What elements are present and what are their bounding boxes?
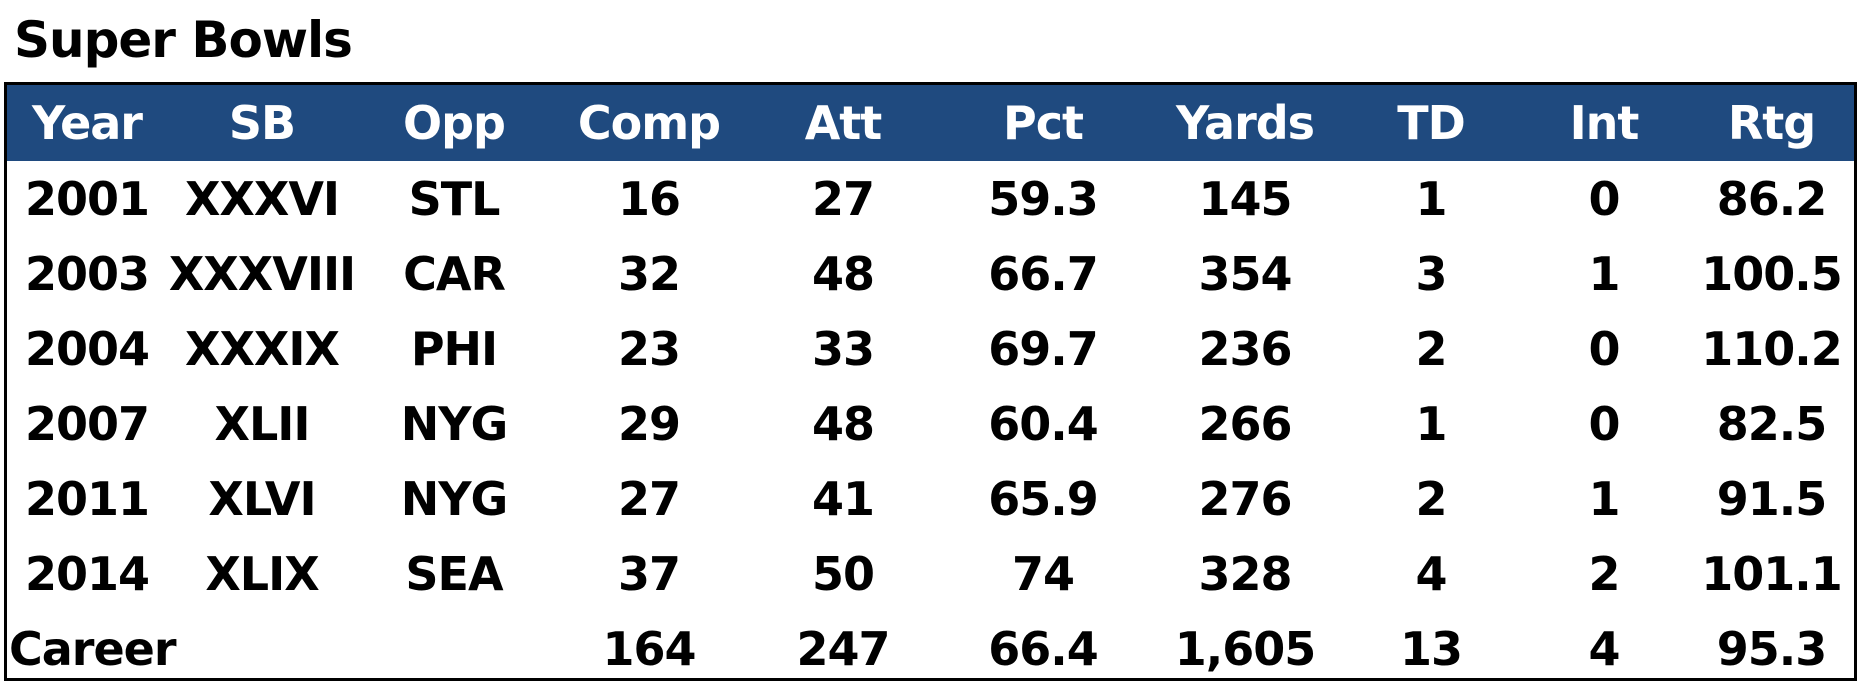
- cell-year: 2004: [24, 321, 150, 376]
- cell-sb: XLIX: [205, 546, 319, 601]
- cell-int: 2: [1588, 546, 1620, 601]
- cell-int: 0: [1588, 396, 1620, 451]
- career-yards: 1,605: [1174, 621, 1317, 676]
- column-header-td: TD: [1397, 96, 1466, 150]
- column-header-opp: Opp: [403, 96, 506, 150]
- column-header-rtg: Rtg: [1727, 96, 1816, 150]
- career-td: 13: [1399, 621, 1463, 676]
- career-comp: 164: [602, 621, 696, 676]
- cell-opp: CAR: [403, 246, 506, 301]
- career-row: Career 164 247 66.4 1,605 13 4 95.3: [7, 611, 1854, 678]
- career-rtg: 95.3: [1716, 621, 1828, 676]
- cell-yards: 266: [1198, 396, 1292, 451]
- cell-year: 2014: [24, 546, 150, 601]
- cell-sb: XXXVI: [184, 171, 340, 226]
- cell-int: 1: [1588, 246, 1620, 301]
- cell-int: 1: [1588, 471, 1620, 526]
- cell-sb: XXXVIII: [168, 246, 356, 301]
- cell-rtg: 110.2: [1701, 321, 1843, 376]
- cell-opp: NYG: [400, 396, 509, 451]
- cell-comp: 29: [617, 396, 681, 451]
- cell-td: 2: [1415, 321, 1447, 376]
- cell-sb: XLVI: [208, 471, 316, 526]
- cell-opp: PHI: [410, 321, 498, 376]
- column-header-att: Att: [804, 96, 883, 150]
- cell-yards: 145: [1198, 171, 1292, 226]
- cell-yards: 328: [1198, 546, 1292, 601]
- cell-opp: SEA: [405, 546, 503, 601]
- cell-opp: NYG: [400, 471, 509, 526]
- cell-yards: 354: [1198, 246, 1292, 301]
- table-row: 2014 XLIX SEA 37 50 74 328 4 2 101.1: [7, 536, 1854, 611]
- cell-att: 50: [811, 546, 875, 601]
- cell-rtg: 101.1: [1701, 546, 1843, 601]
- page-title: Super Bowls: [14, 11, 353, 69]
- cell-yards: 276: [1198, 471, 1292, 526]
- super-bowls-table: Year SB Opp Comp Att Pct Yards TD Int Rt…: [7, 85, 1854, 678]
- cell-pct: 60.4: [988, 396, 1099, 451]
- cell-year: 2007: [24, 396, 150, 451]
- career-pct: 66.4: [988, 621, 1099, 676]
- cell-td: 1: [1415, 396, 1447, 451]
- cell-opp: STL: [408, 171, 501, 226]
- cell-int: 0: [1588, 321, 1620, 376]
- cell-pct: 74: [1011, 546, 1075, 601]
- cell-comp: 27: [617, 471, 681, 526]
- cell-comp: 23: [617, 321, 681, 376]
- cell-year: 2001: [24, 171, 150, 226]
- cell-att: 33: [811, 321, 875, 376]
- cell-td: 1: [1415, 171, 1447, 226]
- table-row: 2001 XXXVI STL 16 27 59.3 145 1 0 86.2: [7, 161, 1854, 236]
- career-label: Career: [9, 621, 177, 676]
- cell-att: 41: [811, 471, 875, 526]
- cell-td: 4: [1415, 546, 1447, 601]
- column-header-pct: Pct: [1003, 96, 1084, 150]
- cell-comp: 37: [617, 546, 681, 601]
- cell-rtg: 86.2: [1716, 171, 1828, 226]
- cell-year: 2011: [24, 471, 150, 526]
- table-row: 2003 XXXVIII CAR 32 48 66.7 354 3 1 100.5: [7, 236, 1854, 311]
- cell-int: 0: [1588, 171, 1620, 226]
- cell-rtg: 100.5: [1701, 246, 1843, 301]
- cell-year: 2003: [24, 246, 150, 301]
- career-int: 4: [1588, 621, 1620, 676]
- column-header-sb: SB: [228, 96, 296, 150]
- cell-pct: 59.3: [988, 171, 1099, 226]
- cell-td: 2: [1415, 471, 1447, 526]
- column-header-yards: Yards: [1175, 96, 1315, 150]
- cell-pct: 65.9: [988, 471, 1099, 526]
- cell-comp: 32: [617, 246, 681, 301]
- cell-att: 48: [811, 246, 875, 301]
- table-row: 2004 XXXIX PHI 23 33 69.7 236 2 0 110.2: [7, 311, 1854, 386]
- column-header-year: Year: [31, 96, 143, 150]
- column-header-int: Int: [1569, 96, 1640, 150]
- cell-td: 3: [1415, 246, 1447, 301]
- cell-comp: 16: [617, 171, 681, 226]
- cell-sb: XLII: [214, 396, 310, 451]
- column-header-comp: Comp: [577, 96, 721, 150]
- table-row: 2007 XLII NYG 29 48 60.4 266 1 0 82.5: [7, 386, 1854, 461]
- header-row: Year SB Opp Comp Att Pct Yards TD Int Rt…: [7, 85, 1854, 161]
- table-row: 2011 XLVI NYG 27 41 65.9 276 2 1 91.5: [7, 461, 1854, 536]
- cell-rtg: 91.5: [1716, 471, 1828, 526]
- cell-sb: XXXIX: [185, 321, 340, 376]
- cell-pct: 66.7: [988, 246, 1099, 301]
- super-bowls-table-frame: Year SB Opp Comp Att Pct Yards TD Int Rt…: [4, 82, 1857, 681]
- cell-rtg: 82.5: [1716, 396, 1828, 451]
- cell-att: 27: [811, 171, 875, 226]
- cell-att: 48: [811, 396, 875, 451]
- career-att: 247: [796, 621, 890, 676]
- cell-pct: 69.7: [988, 321, 1099, 376]
- cell-yards: 236: [1198, 321, 1292, 376]
